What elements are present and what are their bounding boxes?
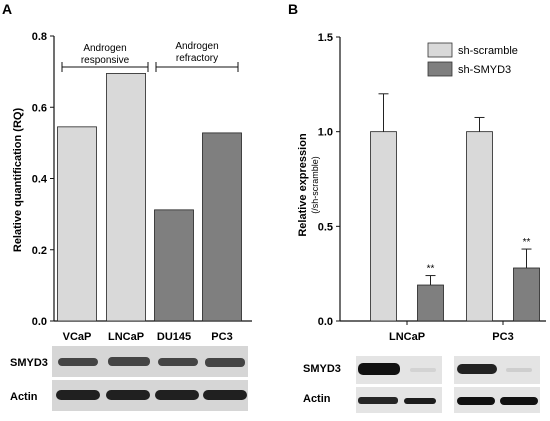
blot-a: SMYD3 Actin: [10, 346, 248, 411]
chart-a-ytick-label: 0.0: [32, 316, 47, 328]
chart-a-bar-lncap: [106, 73, 146, 322]
blot-b-actin-band-pc3-smyd3: [500, 397, 538, 405]
blot-b-actin-band-lncap-smyd3: [404, 398, 436, 404]
chart-b: Relative expression (/sh-scramble) sh-sc…: [297, 32, 546, 343]
chart-b-ylabel: Relative expression: [297, 133, 309, 237]
chart-a-ylabel: Relative quantification (RQ): [12, 108, 24, 253]
blot-b-smyd3-band-lncap-smyd3: [410, 368, 436, 372]
blot-a-smyd3-band-du145: [158, 358, 198, 366]
chart-a-bar-du145: [154, 209, 194, 322]
chart-a-ytick-label: 0.6: [32, 102, 47, 114]
chart-a-bar-pc3: [202, 132, 242, 322]
panel-b-letter: B: [288, 1, 298, 17]
legend-swatch-sh-smyd3: [427, 61, 453, 77]
chart-b-bar-lncap-sh-smyd3: [417, 284, 444, 322]
blot-a-label-smyd3: SMYD3: [10, 357, 48, 369]
blot-a-actin-band-lncap: [106, 390, 150, 400]
blot-a-actin-band-du145: [155, 390, 199, 400]
panel-a-letter: A: [2, 1, 12, 17]
chart-a-xtick-label: LNCaP: [108, 331, 144, 343]
blot-a-label-actin: Actin: [10, 391, 38, 403]
group-refractory-label-line1: Androgen: [175, 41, 218, 52]
chart-b-ylabel-sub: (/sh-scramble): [310, 156, 320, 214]
legend-swatch-sh-scramble: [427, 42, 453, 58]
chart-a-ytick-label: 0.4: [32, 174, 48, 186]
group-bracket-responsive: Androgen responsive: [61, 43, 149, 72]
chart-b-ytick-label: 0.0: [318, 316, 333, 328]
chart-a-bar-vcap: [57, 126, 97, 322]
chart-a: Relative quantification (RQ) Androgen re…: [12, 31, 252, 343]
chart-b-xtick-label: LNCaP: [389, 331, 425, 343]
chart-b-significance-marker: **: [427, 264, 435, 275]
chart-a-ytick-label: 0.8: [32, 31, 47, 43]
blot-a-actin-band-pc3: [203, 390, 247, 400]
blot-b-smyd3-band-pc3-scramble: [457, 364, 497, 374]
chart-b-bar-pc3-sh-scramble: [466, 131, 493, 322]
legend-label-sh-scramble: sh-scramble: [458, 45, 518, 57]
chart-b-bar-pc3-sh-smyd3: [513, 267, 540, 322]
group-responsive-label-line2: responsive: [81, 55, 130, 66]
chart-b-ytick-label: 1.5: [318, 32, 333, 44]
chart-b-bar-lncap-sh-scramble: [370, 131, 397, 322]
group-bracket-refractory: Androgen refractory: [155, 41, 239, 72]
blot-b: SMYD3 Actin: [303, 356, 540, 413]
blot-a-smyd3-band-vcap: [58, 358, 98, 366]
blot-b-actin-band-lncap-scramble: [358, 397, 398, 404]
blot-b-smyd3-band-lncap-scramble: [358, 363, 400, 375]
legend-label-sh-smyd3: sh-SMYD3: [458, 64, 511, 76]
chart-a-xtick-label: DU145: [157, 331, 191, 343]
group-refractory-label-line2: refractory: [176, 53, 218, 64]
blot-b-label-actin: Actin: [303, 393, 331, 405]
blot-a-smyd3-band-pc3: [205, 358, 245, 367]
chart-b-legend: sh-scramble sh-SMYD3: [427, 42, 518, 77]
chart-b-ytick-label: 1.0: [318, 127, 333, 139]
chart-b-significance-marker: **: [523, 237, 531, 248]
blot-b-label-smyd3: SMYD3: [303, 363, 341, 375]
blot-b-actin-band-pc3-scramble: [457, 397, 495, 405]
blot-a-smyd3-band-lncap: [108, 357, 150, 366]
chart-b-xtick-label: PC3: [492, 331, 513, 343]
chart-a-xtick-label: VCaP: [63, 331, 92, 343]
blot-a-actin-band-vcap: [56, 390, 100, 400]
group-responsive-label-line1: Androgen: [83, 43, 126, 54]
chart-b-ytick-label: 0.5: [318, 221, 333, 233]
chart-a-xtick-label: PC3: [211, 331, 232, 343]
chart-a-ytick-label: 0.2: [32, 245, 47, 257]
blot-b-smyd3-band-pc3-smyd3: [506, 368, 532, 372]
